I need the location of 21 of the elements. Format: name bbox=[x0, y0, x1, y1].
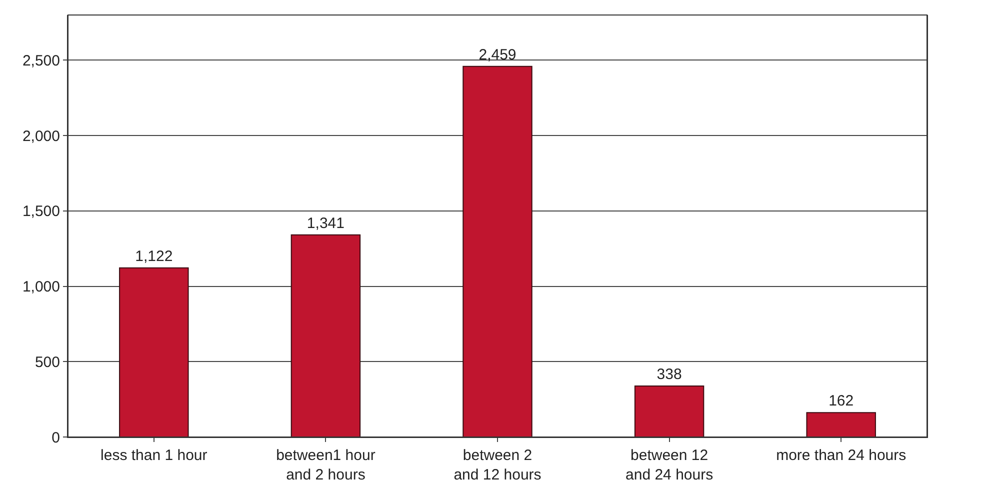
y-tick-label: 0 bbox=[52, 429, 60, 446]
y-tick-label: 500 bbox=[34, 354, 60, 371]
y-tick-label: 1,500 bbox=[22, 203, 60, 220]
data-label: 1,122 bbox=[135, 248, 173, 265]
bar bbox=[806, 412, 876, 437]
y-tick-label: 2,500 bbox=[22, 52, 60, 70]
x-tick-label: more than 24 hours bbox=[776, 447, 906, 464]
bar bbox=[119, 267, 189, 437]
bar bbox=[290, 234, 361, 437]
x-tick-label: between 12 and 24 hours bbox=[626, 447, 714, 484]
data-label: 338 bbox=[656, 366, 682, 384]
x-tick-label: less than 1 hour bbox=[100, 447, 208, 464]
y-tick-label: 1,000 bbox=[22, 278, 60, 296]
data-label: 2,459 bbox=[478, 46, 516, 64]
y-tick-label: 2,000 bbox=[22, 128, 60, 145]
x-tick-label: between 2 and 12 hours bbox=[454, 447, 542, 484]
data-label: 162 bbox=[828, 392, 854, 410]
x-tick-label: between1 hour and 2 hours bbox=[276, 447, 376, 484]
bar bbox=[462, 66, 532, 437]
data-label: 1,341 bbox=[306, 214, 344, 232]
bar bbox=[634, 386, 704, 437]
